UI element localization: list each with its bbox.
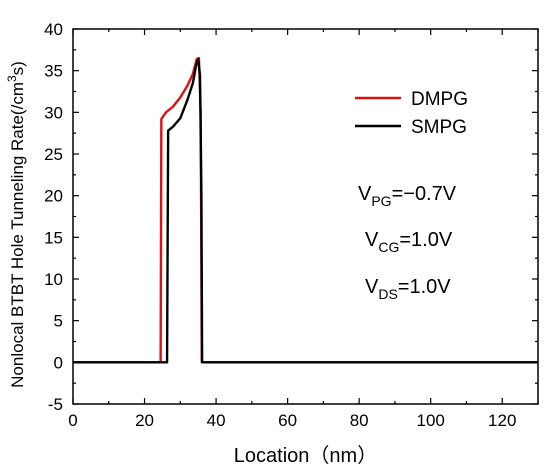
plot-frame	[72, 28, 539, 405]
legend-label-smpg: SMPG	[411, 117, 467, 138]
annotations: VPG=−0.7V VCG=1.0V VDS=1.0V	[358, 183, 457, 302]
y-tick-label: 10	[44, 270, 63, 289]
y-tick-label: 35	[44, 62, 63, 81]
y-tick-label: 15	[44, 228, 63, 247]
annotation-vcg-v: V	[365, 229, 379, 251]
legend: DMPG SMPG	[355, 89, 468, 138]
x-axis-title: Location（nm）	[234, 444, 377, 467]
annotation-vds-value: =1.0V	[398, 276, 451, 298]
annotation-vds-v: V	[365, 276, 379, 298]
y-axis-title: Nonlocal BTBT Hole Tunneling Rate(/cm3s)	[5, 61, 27, 388]
annotation-vpg-v: V	[358, 183, 372, 205]
y-tick-label: 40	[44, 20, 63, 39]
series-line-smpg	[73, 57, 538, 364]
annotation-vpg-value: =−0.7V	[392, 183, 457, 205]
legend-label-dmpg: DMPG	[411, 89, 468, 110]
annotation-vcg-sub: CG	[378, 239, 399, 255]
y-tick-label: 5	[54, 312, 63, 331]
y-tick-label: -5	[48, 395, 63, 414]
annotation-vpg: VPG=−0.7V	[358, 183, 457, 209]
ticks-layer: 0 20 40 60 80 100 120 -5 0 5 10 15 20 25 30 35 40	[44, 20, 539, 430]
x-tick-label: 80	[350, 411, 369, 430]
annotation-vpg-sub: PG	[371, 193, 391, 209]
annotation-vcg-value: =1.0V	[399, 229, 452, 251]
x-tick-label: 40	[207, 411, 226, 430]
annotation-vcg: VCG=1.0V	[365, 229, 453, 255]
y-tick-label: 20	[44, 187, 63, 206]
series-layer	[73, 56, 538, 364]
y-axis-title-main: Nonlocal BTBT Hole Tunneling Rate(/cm	[8, 82, 27, 388]
x-tick-label: 100	[417, 411, 445, 430]
annotation-vds-sub: DS	[378, 286, 397, 302]
x-tick-label: 0	[68, 411, 77, 430]
y-axis-title-sup: 3	[5, 75, 19, 82]
x-tick-label: 60	[278, 411, 297, 430]
series-line-dmpg	[73, 56, 538, 364]
y-tick-label: 30	[44, 103, 63, 122]
annotation-vds: VDS=1.0V	[365, 276, 451, 302]
y-tick-label: 25	[44, 145, 63, 164]
x-tick-label: 20	[135, 411, 154, 430]
y-axis-title-end: s)	[8, 61, 27, 75]
x-tick-label: 120	[488, 411, 516, 430]
y-tick-label: 0	[54, 353, 63, 372]
